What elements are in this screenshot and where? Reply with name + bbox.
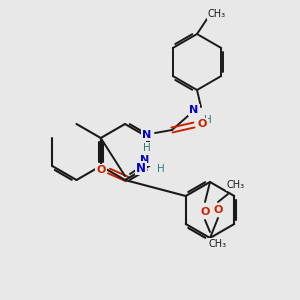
Text: O: O xyxy=(213,205,223,215)
Text: N: N xyxy=(189,105,199,115)
Text: CH₃: CH₃ xyxy=(227,180,245,190)
Text: CH₃: CH₃ xyxy=(209,239,227,249)
Text: O: O xyxy=(200,207,210,217)
Text: N: N xyxy=(142,130,152,140)
Text: O: O xyxy=(197,119,207,129)
Text: N: N xyxy=(136,161,146,175)
Text: H: H xyxy=(157,164,165,174)
Text: N: N xyxy=(140,155,150,165)
Text: CH₃: CH₃ xyxy=(208,9,226,19)
Text: O: O xyxy=(96,165,106,175)
Text: H: H xyxy=(143,143,151,153)
Text: H: H xyxy=(204,115,212,125)
